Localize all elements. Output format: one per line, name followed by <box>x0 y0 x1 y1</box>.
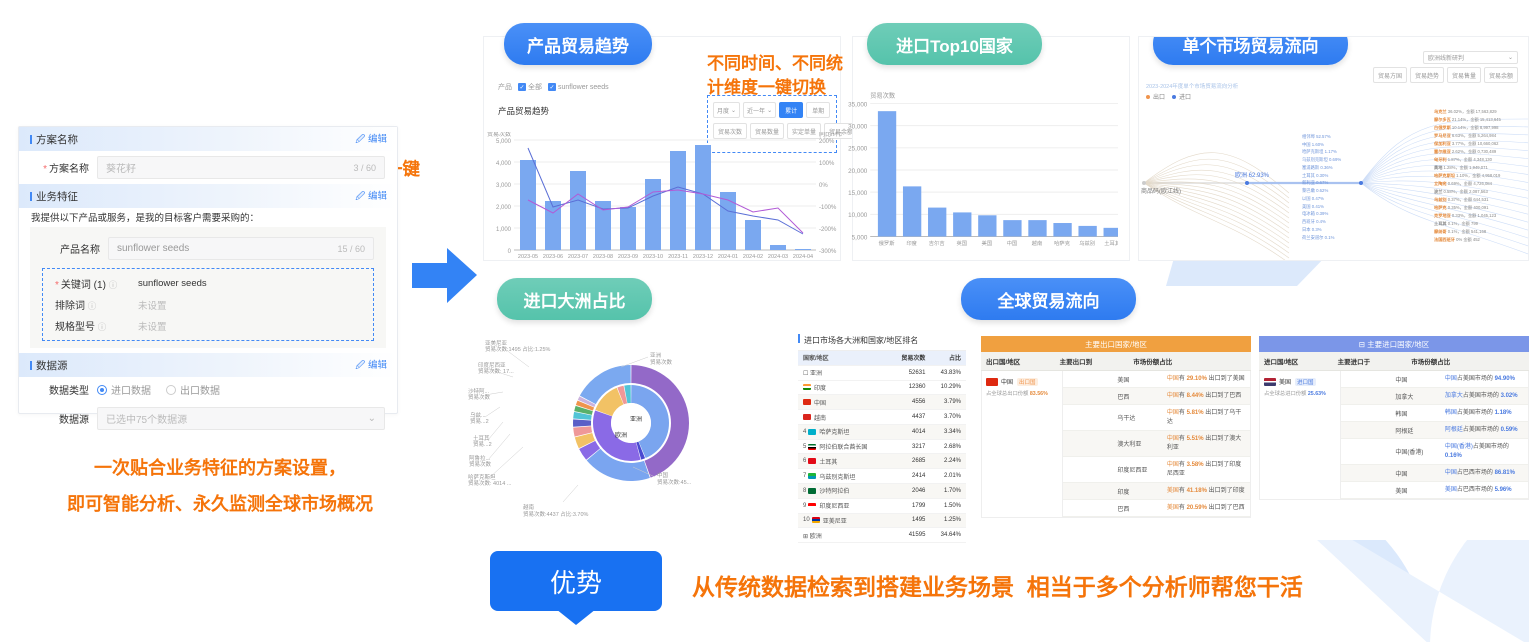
svg-text:欧洲 62.93%: 欧洲 62.93% <box>1235 171 1270 179</box>
svg-text:阿鲁拉...: 阿鲁拉... <box>469 454 491 462</box>
svg-text:印度尼西亚: 印度尼西亚 <box>478 361 506 369</box>
svg-text:乌兹别: 乌兹别 <box>1079 239 1095 247</box>
svg-text:2023-08: 2023-08 <box>593 254 613 260</box>
svg-text:100%: 100% <box>819 161 835 167</box>
svg-text:2023-07: 2023-07 <box>568 254 588 260</box>
svg-text:同比/环比：%: 同比/环比：% <box>819 132 842 138</box>
svg-text:2023-10: 2023-10 <box>643 254 663 260</box>
svg-text:贸易次数: 贸易次数 <box>487 132 511 138</box>
svg-text:0%: 0% <box>819 183 828 189</box>
svg-text:亚洲: 亚洲 <box>630 416 642 423</box>
svg-text:-300%: -300% <box>819 249 837 255</box>
svg-text:贸易...2: 贸易...2 <box>473 440 492 448</box>
svg-text:乌兹...: 乌兹... <box>470 411 486 419</box>
svg-text:-200%: -200% <box>819 227 837 233</box>
svg-text:吉尔吉: 吉尔吉 <box>929 239 945 247</box>
svg-text:2,000: 2,000 <box>496 205 512 211</box>
svg-text:贸易...2: 贸易...2 <box>470 417 489 425</box>
svg-text:0: 0 <box>508 249 512 255</box>
svg-text:200%: 200% <box>819 139 835 145</box>
svg-text:2023-06: 2023-06 <box>543 254 563 260</box>
svg-text:越南: 越南 <box>1032 239 1043 247</box>
svg-text:美国: 美国 <box>982 239 993 247</box>
svg-text:印度: 印度 <box>906 239 917 247</box>
svg-text:土耳其: 土耳其 <box>1104 239 1118 247</box>
svg-text:5,000: 5,000 <box>852 234 868 241</box>
svg-text:1,000: 1,000 <box>496 227 512 233</box>
svg-text:贸易次数:4437 占比:3.70%: 贸易次数:4437 占比:3.70% <box>523 510 589 518</box>
svg-text:20,000: 20,000 <box>848 168 868 175</box>
svg-text:欧洲: 欧洲 <box>615 431 627 439</box>
svg-text:商品码(欧江线): 商品码(欧江线) <box>1141 187 1181 195</box>
svg-text:沙特阿...: 沙特阿... <box>468 387 490 395</box>
svg-text:越南: 越南 <box>523 503 535 511</box>
svg-text:-100%: -100% <box>819 205 837 211</box>
svg-text:2023-05: 2023-05 <box>518 254 538 260</box>
svg-text:土耳其: 土耳其 <box>473 434 490 442</box>
svg-text:30,000: 30,000 <box>848 124 868 131</box>
svg-text:2023-09: 2023-09 <box>618 254 638 260</box>
svg-text:贸易次数: 4014 ...: 贸易次数: 4014 ... <box>468 479 512 487</box>
svg-text:贸易次数:45...: 贸易次数:45... <box>657 478 692 486</box>
svg-text:亚洲: 亚洲 <box>650 352 662 359</box>
svg-text:2024-02: 2024-02 <box>743 254 763 260</box>
svg-text:贸易次数: 贸易次数 <box>469 460 492 468</box>
svg-text:贸易次数: 17...: 贸易次数: 17... <box>478 367 514 375</box>
svg-text:2023-12: 2023-12 <box>693 254 713 260</box>
svg-text:中国: 中国 <box>1007 239 1018 247</box>
svg-text:5,000: 5,000 <box>496 139 512 145</box>
svg-text:25,000: 25,000 <box>848 146 868 153</box>
svg-text:2024-03: 2024-03 <box>768 254 788 260</box>
svg-text:2024-04: 2024-04 <box>793 254 813 260</box>
svg-text:中国: 中国 <box>657 471 669 479</box>
svg-text:2024-01: 2024-01 <box>718 254 738 260</box>
svg-text:10,000: 10,000 <box>848 212 868 219</box>
svg-text:俄罗斯: 俄罗斯 <box>879 239 896 247</box>
svg-text:贸易次数: 贸易次数 <box>650 358 673 366</box>
svg-text:3,000: 3,000 <box>496 183 512 189</box>
svg-text:哈萨克: 哈萨克 <box>1054 239 1071 247</box>
svg-text:15,000: 15,000 <box>848 190 868 197</box>
svg-text:2023-11: 2023-11 <box>668 254 688 260</box>
svg-text:35,000: 35,000 <box>848 101 868 108</box>
svg-text:贸易次数:1495 占比:1.25%: 贸易次数:1495 占比:1.25% <box>485 345 551 353</box>
svg-text:4,000: 4,000 <box>496 161 512 167</box>
svg-text:贸易次数: 贸易次数 <box>468 393 491 401</box>
svg-text:亚美尼亚: 亚美尼亚 <box>485 339 508 347</box>
svg-text:哈萨克斯坦: 哈萨克斯坦 <box>468 473 496 481</box>
svg-text:英国: 英国 <box>956 239 967 247</box>
